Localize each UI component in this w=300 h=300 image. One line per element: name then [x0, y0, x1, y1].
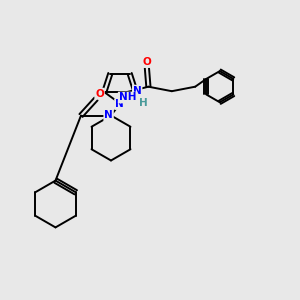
- Text: O: O: [95, 88, 104, 99]
- Text: O: O: [142, 57, 151, 67]
- Text: N: N: [133, 85, 142, 96]
- Text: NH: NH: [119, 92, 136, 103]
- Text: N: N: [115, 99, 124, 109]
- Text: H: H: [139, 98, 148, 109]
- Text: N: N: [104, 110, 113, 121]
